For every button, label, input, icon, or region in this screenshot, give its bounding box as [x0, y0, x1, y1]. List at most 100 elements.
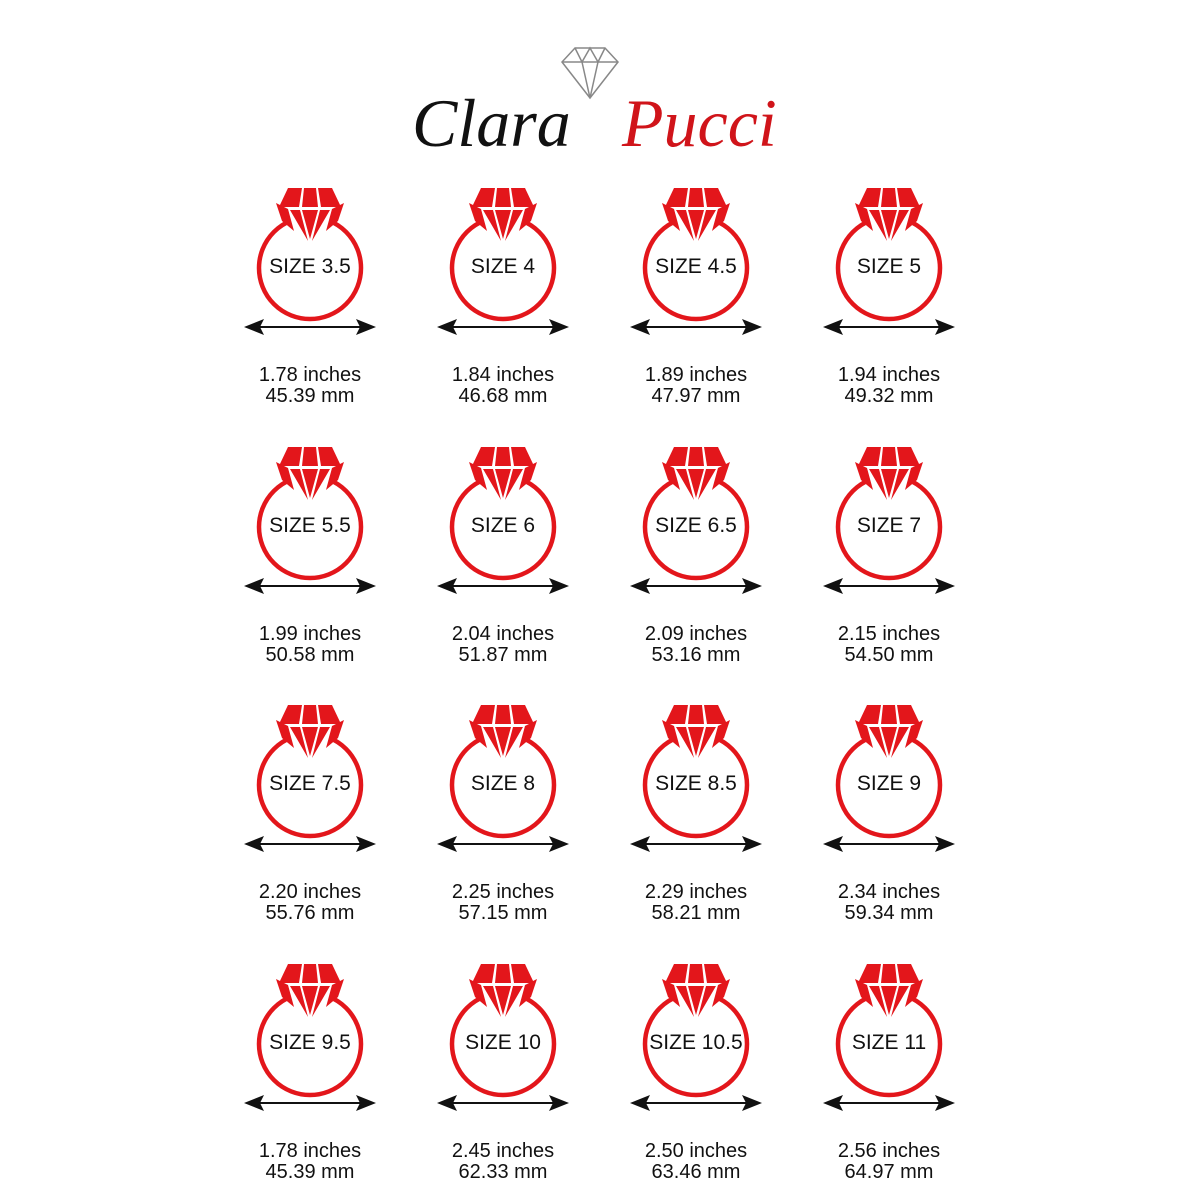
ring-icon [437, 188, 569, 335]
size-label: SIZE 4 [470, 255, 536, 278]
ring-icon [823, 964, 955, 1112]
mm-value: 59.34 mm [844, 902, 934, 925]
inches-value: 1.84 inches [451, 364, 555, 386]
mm-value: 45.39 mm [265, 385, 355, 407]
ring-size-item: SIZE 7.5 2.20 inches 55.76 mm [214, 702, 406, 942]
ring-icon [244, 446, 376, 594]
ring-size-item: SIZE 7 2.15 inches 54.50 mm [793, 444, 985, 684]
inches-value: 2.50 inches [644, 1140, 748, 1163]
ring-size-item: SIZE 8.5 2.29 inches 58.21 mm [600, 702, 792, 942]
size-label: SIZE 4.5 [655, 255, 737, 278]
ring-size-item: SIZE 10.5 2.50 inches 63.46 mm [600, 961, 792, 1200]
inches-value: 2.04 inches [451, 622, 555, 645]
brand-logo: Clara Pucci [400, 40, 800, 158]
ring-size-item: SIZE 9 2.34 inches 59.34 mm [793, 702, 985, 942]
ring-icon [823, 705, 955, 853]
inches-value: 1.89 inches [644, 364, 748, 386]
size-label: SIZE 9 [856, 772, 922, 796]
brand-name-first: Clara [412, 85, 571, 161]
ring-icon [823, 188, 955, 335]
size-label: SIZE 10 [465, 1031, 541, 1055]
diameter-arrow-icon [630, 577, 762, 594]
inches-value: 2.34 inches [837, 881, 941, 904]
ring-icon [630, 446, 762, 594]
diameter-arrow-icon [437, 319, 569, 335]
size-label: SIZE 7.5 [269, 772, 351, 796]
inches-value: 2.45 inches [451, 1140, 555, 1163]
diameter-arrow-icon [823, 319, 955, 335]
size-label: SIZE 10.5 [649, 1031, 743, 1055]
mm-value: 58.21 mm [651, 902, 741, 925]
inches-value: 1.94 inches [837, 364, 941, 386]
size-label: SIZE 5 [856, 255, 922, 278]
mm-value: 50.58 mm [265, 643, 355, 666]
inches-value: 1.78 inches [258, 364, 362, 386]
mm-value: 49.32 mm [844, 385, 934, 407]
inches-value: 2.25 inches [451, 881, 555, 904]
size-label: SIZE 11 [851, 1031, 927, 1055]
mm-value: 51.87 mm [458, 643, 548, 666]
ring-icon [823, 446, 955, 594]
ring-icon [630, 964, 762, 1112]
inches-value: 2.09 inches [644, 622, 748, 645]
mm-value: 46.68 mm [458, 385, 548, 407]
size-label: SIZE 7 [856, 513, 922, 537]
size-label: SIZE 9.5 [269, 1031, 351, 1055]
ring-icon [244, 188, 376, 335]
mm-value: 47.97 mm [651, 385, 741, 407]
inches-value: 2.20 inches [258, 881, 362, 904]
ring-size-item: SIZE 3.5 1.78 inches 45.39 mm [214, 185, 406, 425]
ring-size-item: SIZE 6.5 2.09 inches 53.16 mm [600, 444, 792, 684]
ring-icon [437, 964, 569, 1112]
diameter-arrow-icon [630, 836, 762, 853]
ring-size-item: SIZE 4.5 1.89 inches 47.97 mm [600, 185, 792, 425]
size-label: SIZE 8 [470, 772, 536, 796]
diamond-outline-icon [561, 46, 619, 100]
diameter-arrow-icon [244, 577, 376, 594]
inches-value: 1.78 inches [258, 1140, 362, 1163]
mm-value: 53.16 mm [651, 643, 741, 666]
diameter-arrow-icon [823, 577, 955, 594]
mm-value: 62.33 mm [458, 1161, 548, 1184]
inches-value: 2.15 inches [837, 622, 941, 645]
ring-icon [437, 705, 569, 853]
brand-name-second: Pucci [622, 85, 777, 161]
ring-size-item: SIZE 11 2.56 inches 64.97 mm [793, 961, 985, 1200]
ring-size-item: SIZE 5 1.94 inches 49.32 mm [793, 185, 985, 425]
diameter-arrow-icon [630, 1095, 762, 1112]
inches-value: 2.56 inches [837, 1140, 941, 1163]
mm-value: 57.15 mm [458, 902, 548, 925]
ring-size-item: SIZE 10 2.45 inches 62.33 mm [407, 961, 599, 1200]
mm-value: 64.97 mm [844, 1161, 934, 1184]
size-label: SIZE 5.5 [269, 513, 351, 537]
diameter-arrow-icon [630, 319, 762, 335]
ring-icon [630, 188, 762, 335]
size-label: SIZE 6.5 [655, 513, 737, 537]
size-label: SIZE 8.5 [655, 772, 737, 796]
ring-size-item: SIZE 9.5 1.78 inches 45.39 mm [214, 961, 406, 1200]
size-label: SIZE 3.5 [269, 255, 351, 278]
ring-size-item: SIZE 6 2.04 inches 51.87 mm [407, 444, 599, 684]
diameter-arrow-icon [823, 1095, 955, 1112]
ring-icon [244, 964, 376, 1112]
ring-icon [630, 705, 762, 853]
mm-value: 63.46 mm [651, 1161, 741, 1184]
diameter-arrow-icon [437, 1095, 569, 1112]
mm-value: 55.76 mm [265, 902, 355, 925]
size-label: SIZE 6 [470, 513, 536, 537]
ring-icon [437, 446, 569, 594]
ring-size-item: SIZE 4 1.84 inches 46.68 mm [407, 185, 599, 425]
diameter-arrow-icon [244, 836, 376, 853]
ring-icon [244, 705, 376, 853]
diameter-arrow-icon [437, 577, 569, 594]
ring-size-item: SIZE 8 2.25 inches 57.15 mm [407, 702, 599, 942]
ring-size-item: SIZE 5.5 1.99 inches 50.58 mm [214, 444, 406, 684]
inches-value: 2.29 inches [644, 881, 748, 904]
diameter-arrow-icon [244, 319, 376, 335]
mm-value: 54.50 mm [844, 643, 934, 666]
diameter-arrow-icon [823, 836, 955, 853]
mm-value: 45.39 mm [265, 1161, 355, 1184]
diameter-arrow-icon [437, 836, 569, 853]
inches-value: 1.99 inches [258, 622, 362, 645]
